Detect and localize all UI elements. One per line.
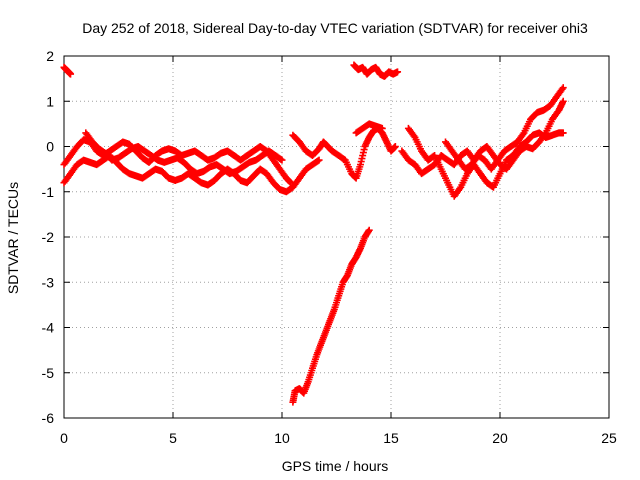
x-tick-label: 5	[169, 430, 177, 446]
y-tick-label: -3	[42, 274, 55, 290]
data-point	[519, 130, 527, 138]
y-tick-label: 2	[46, 48, 54, 64]
y-tick-label: -2	[42, 229, 55, 245]
data-point	[558, 85, 566, 93]
y-tick-label: 0	[46, 139, 54, 155]
data-point	[394, 68, 402, 76]
x-axis: 0 5 10 15 20 25	[60, 56, 617, 446]
series-segment-late-b	[398, 97, 567, 178]
data-point	[559, 84, 567, 92]
data-point	[541, 130, 549, 138]
data-point	[378, 124, 386, 132]
series-segment-main-lower	[60, 152, 323, 196]
x-tick-label: 20	[492, 430, 508, 446]
y-tick-label: -1	[42, 184, 55, 200]
series-segment-early-high	[60, 63, 75, 78]
y-axis-label: SDTVAR / TECUs	[5, 182, 21, 294]
x-tick-label: 0	[60, 430, 68, 446]
y-tick-label: -4	[42, 320, 55, 336]
x-tick-label: 10	[274, 430, 290, 446]
data-point	[365, 226, 373, 234]
data-point	[559, 97, 567, 105]
series-segment-late-c	[442, 84, 567, 173]
data-point	[410, 132, 418, 140]
series-segment-upper-mid	[352, 120, 386, 137]
y-tick-label: -6	[42, 410, 55, 426]
data-points	[60, 61, 567, 406]
data-point	[67, 70, 75, 78]
x-tick-label: 25	[601, 430, 617, 446]
x-tick-label: 15	[383, 430, 399, 446]
y-axis: -6 -5 -4 -3 -2 -1 0 1 2	[42, 48, 609, 426]
y-tick-label: -5	[42, 365, 55, 381]
x-axis-label: GPS time / hours	[282, 458, 389, 474]
data-point	[559, 129, 567, 137]
series-segment-afternoon-high	[350, 61, 402, 80]
data-point	[278, 156, 286, 164]
chart-title: Day 252 of 2018, Sidereal Day-to-day VTE…	[82, 20, 588, 36]
grid-lines	[64, 56, 609, 418]
y-tick-label: 1	[46, 93, 54, 109]
data-point	[391, 143, 399, 150]
series-segment-main-middle	[82, 129, 286, 178]
data-point	[315, 156, 323, 164]
data-point	[456, 185, 464, 193]
series-segment-rise-from-low	[289, 226, 373, 406]
